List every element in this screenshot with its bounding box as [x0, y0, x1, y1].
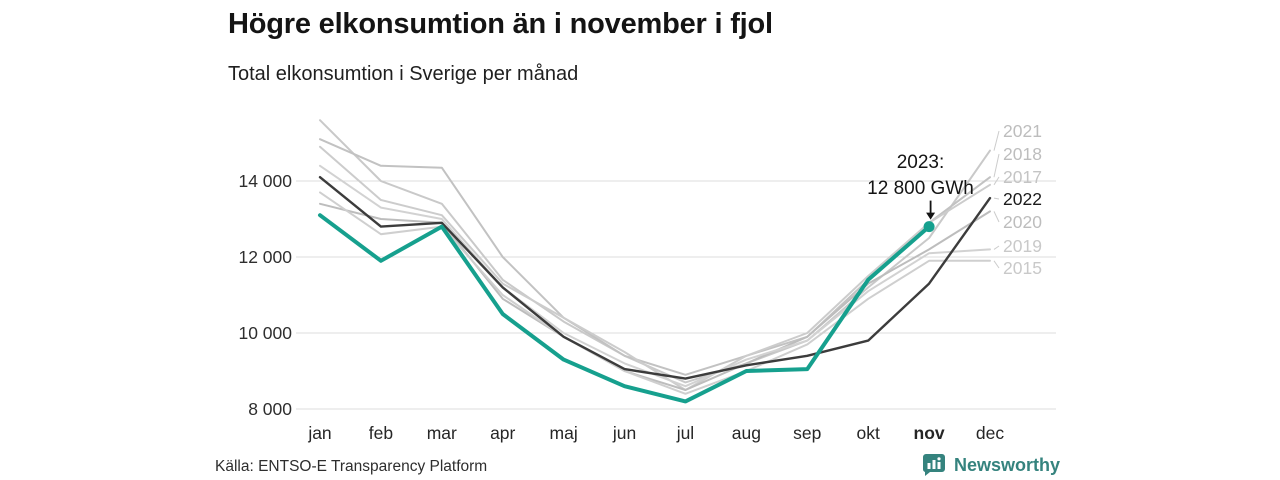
bar-chart-speech-bubble-icon	[922, 454, 945, 476]
x-tick-label-jun: jun	[612, 423, 636, 443]
x-tick-label-feb: feb	[369, 423, 393, 443]
x-tick-label-okt: okt	[857, 423, 880, 443]
series-line-2017	[319, 145, 991, 391]
year-label-2021: 2021	[1003, 121, 1042, 141]
year-label-2019: 2019	[1003, 236, 1042, 256]
value-annotation: 2023: 12 800 GWh	[843, 150, 998, 202]
label-leader-2022	[993, 197, 1000, 200]
annotation-value: 12 800 GWh	[867, 178, 974, 199]
year-label-2018: 2018	[1003, 144, 1042, 164]
year-label-2017: 2017	[1003, 167, 1042, 187]
chart-subtitle: Total elkonsumtion i Sverige per månad	[228, 63, 579, 85]
x-tick-label-apr: apr	[490, 423, 515, 443]
x-tick-label-sep: sep	[793, 423, 821, 443]
series-line-2022	[318, 175, 992, 380]
label-leader-2020	[993, 211, 1000, 223]
y-tick-label: 10 000	[238, 323, 292, 343]
annotation-arrow-head	[926, 212, 936, 220]
series-line-2015	[319, 191, 991, 395]
y-tick-label: 12 000	[238, 247, 292, 267]
y-tick-label: 14 000	[238, 171, 292, 191]
label-leader-2021	[993, 130, 1000, 151]
y-tick-label: 8 000	[248, 399, 292, 419]
logo-text: Newsworthy	[953, 454, 1060, 475]
chart-title: Högre elkonsumtion än i november i fjol	[228, 8, 773, 40]
x-tick-label-jul: jul	[676, 423, 695, 443]
label-leader-2017	[993, 176, 1000, 186]
x-tick-label-nov: nov	[914, 423, 945, 443]
series-line-2020	[319, 202, 991, 391]
label-leader-2019	[993, 245, 1000, 250]
annotation-year: 2023:	[896, 152, 945, 173]
x-tick-label-maj: maj	[550, 423, 578, 443]
x-tick-label-aug: aug	[732, 423, 761, 443]
year-label-2015: 2015	[1003, 258, 1042, 278]
x-tick-label-mar: mar	[427, 423, 457, 443]
series-line-2023	[318, 213, 932, 404]
label-leader-2015	[993, 260, 1000, 269]
x-tick-label-jan: jan	[307, 423, 331, 443]
series-line-2021	[319, 119, 991, 384]
year-label-2022: 2022	[1003, 189, 1042, 209]
year-label-2020: 2020	[1003, 212, 1042, 232]
newsworthy-logo: Newsworthy	[921, 452, 1060, 478]
x-tick-label-dec: dec	[976, 423, 1004, 443]
source-caption: Källa: ENTSO-E Transparency Platform	[215, 458, 488, 475]
label-leader-2018	[993, 153, 1000, 178]
highlight-endpoint-dot	[923, 221, 935, 233]
